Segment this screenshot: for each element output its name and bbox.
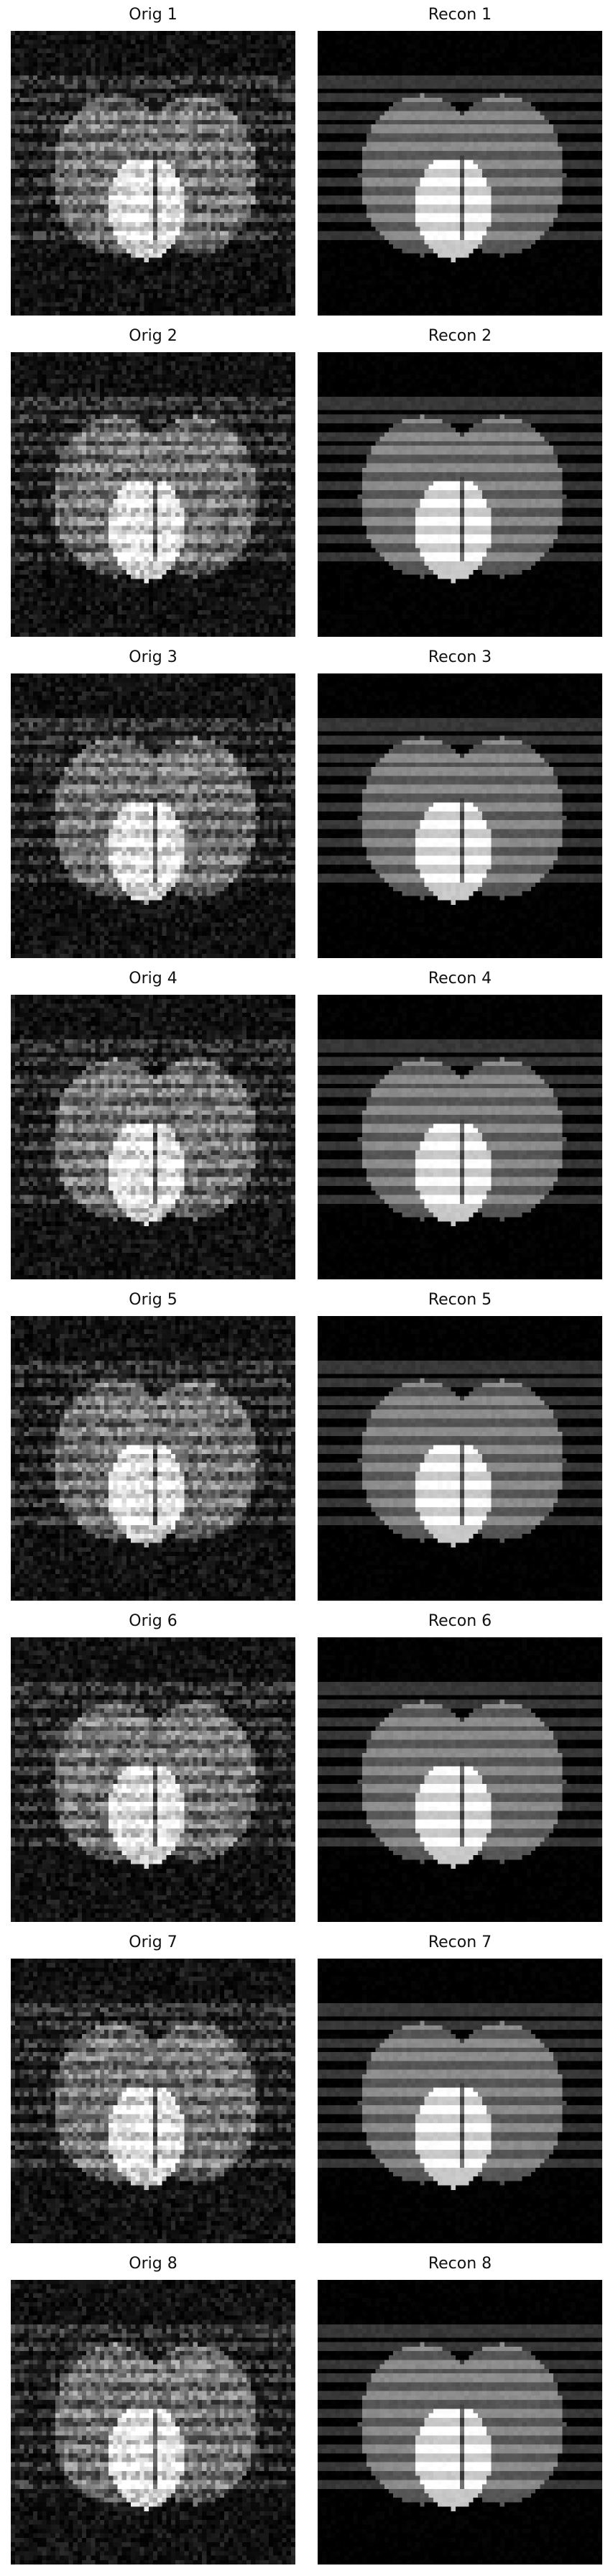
original-phantom-image	[11, 1637, 295, 1922]
reconstruction-panel-6: Recon 6	[318, 1612, 602, 1922]
original-phantom-image	[11, 1316, 295, 1601]
panel-title: Recon 3	[428, 648, 492, 666]
panel-title: Recon 6	[428, 1612, 492, 1630]
original-panel-3: Orig 3	[11, 648, 295, 958]
original-panel-4: Orig 4	[11, 970, 295, 1279]
original-panel-1: Orig 1	[11, 6, 295, 316]
panel-title: Orig 8	[129, 2255, 178, 2273]
panel-title: Recon 7	[428, 1933, 492, 1951]
panel-title: Orig 7	[129, 1933, 178, 1951]
panel-title: Orig 5	[129, 1291, 178, 1309]
reconstructed-phantom-image	[318, 1316, 602, 1601]
original-panel-2: Orig 2	[11, 327, 295, 637]
reconstructed-phantom-image	[318, 673, 602, 958]
reconstruction-panel-1: Recon 1	[318, 6, 602, 316]
reconstructed-phantom-image	[318, 352, 602, 637]
panel-title: Orig 3	[129, 648, 178, 666]
reconstructed-phantom-image	[318, 1637, 602, 1922]
panel-title: Recon 5	[428, 1291, 492, 1309]
original-panel-7: Orig 7	[11, 1933, 295, 2243]
panel-title: Recon 2	[428, 327, 492, 345]
original-phantom-image	[11, 1959, 295, 2243]
reconstruction-panel-3: Recon 3	[318, 648, 602, 958]
original-panel-5: Orig 5	[11, 1291, 295, 1601]
original-phantom-image	[11, 2280, 295, 2564]
reconstructed-phantom-image	[318, 31, 602, 316]
reconstructed-phantom-image	[318, 1959, 602, 2243]
panel-title: Orig 4	[129, 970, 178, 988]
original-panel-8: Orig 8	[11, 2255, 295, 2564]
reconstruction-panel-7: Recon 7	[318, 1933, 602, 2243]
reconstruction-panel-4: Recon 4	[318, 970, 602, 1279]
original-phantom-image	[11, 995, 295, 1279]
original-phantom-image	[11, 673, 295, 958]
reconstruction-panel-5: Recon 5	[318, 1291, 602, 1601]
reconstruction-panel-2: Recon 2	[318, 327, 602, 637]
original-phantom-image	[11, 31, 295, 316]
panel-title: Orig 1	[129, 6, 178, 24]
reconstructed-phantom-image	[318, 2280, 602, 2564]
panel-title: Recon 8	[428, 2255, 492, 2273]
original-phantom-image	[11, 352, 295, 637]
reconstructed-phantom-image	[318, 995, 602, 1279]
panel-title: Orig 6	[129, 1612, 178, 1630]
original-panel-6: Orig 6	[11, 1612, 295, 1922]
panel-title: Recon 1	[428, 6, 492, 24]
reconstruction-panel-8: Recon 8	[318, 2255, 602, 2564]
panel-title: Recon 4	[428, 970, 492, 988]
panel-title: Orig 2	[129, 327, 178, 345]
